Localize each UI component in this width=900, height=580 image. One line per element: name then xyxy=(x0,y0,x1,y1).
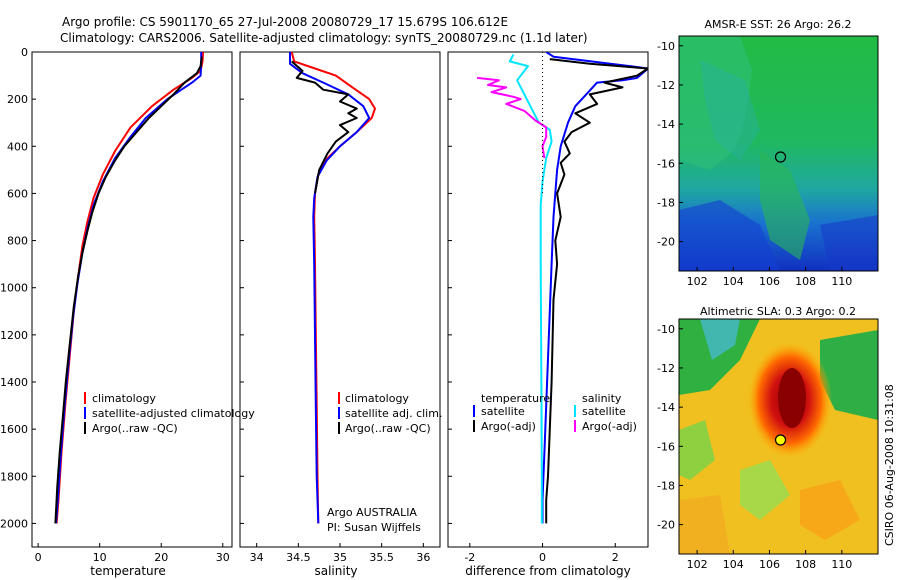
map-y-tick-label: -16 xyxy=(657,157,675,170)
legend-label: Argo(-adj) xyxy=(582,420,637,433)
legend-label: climatology xyxy=(92,392,156,405)
x-tick-label: 36 xyxy=(416,551,430,564)
map-x-tick-label: 106 xyxy=(759,275,780,288)
depth-tick-label: 2000 xyxy=(0,517,28,530)
x-tick-label: 30 xyxy=(216,551,230,564)
legend-label: Argo(-adj) xyxy=(481,420,536,433)
x-tick-label: -2 xyxy=(464,551,475,564)
sst-map-axes: 102 104 106 108 110 -10 -12 -14 -16 -18 -20 xyxy=(657,40,852,288)
legend-label: satellite xyxy=(481,405,525,418)
legend-title-temperature: temperature xyxy=(481,392,550,405)
depth-tick-label: 600 xyxy=(7,187,28,200)
map-x-tick-label: 102 xyxy=(687,275,708,288)
map-y-tick-label: -20 xyxy=(657,519,675,532)
map-x-tick-label: 110 xyxy=(831,558,852,571)
series-line-red xyxy=(290,52,376,524)
legend-label: climatology xyxy=(345,392,409,405)
x-tick-label: 2 xyxy=(612,551,619,564)
map-y-tick-label: -20 xyxy=(657,236,675,249)
series-line-black xyxy=(545,58,648,524)
map-x-tick-label: 110 xyxy=(831,275,852,288)
series-line-blue xyxy=(541,52,648,524)
depth-tick-label: 800 xyxy=(7,235,28,248)
depth-axis: 0 200 400 600 800 1000 1200 1400 1600 1800 2000 xyxy=(0,46,452,530)
legend-label: Argo(..raw -QC) xyxy=(92,422,178,435)
map-y-tick-label: -12 xyxy=(657,79,675,92)
depth-tick-label: 0 xyxy=(21,46,28,59)
map-y-tick-label: -16 xyxy=(657,440,675,453)
depth-tick-label: 400 xyxy=(7,140,28,153)
map-x-tick-label: 108 xyxy=(795,275,816,288)
x-tick-label: 0 xyxy=(539,551,546,564)
map-y-tick-label: -12 xyxy=(657,362,675,375)
difference-series xyxy=(476,52,648,524)
depth-tick-label: 1400 xyxy=(0,376,28,389)
x-tick-label: 34.5 xyxy=(286,551,311,564)
series-line-red xyxy=(55,52,205,524)
x-tick-label: 34 xyxy=(250,551,264,564)
legend-title-salinity: salinity xyxy=(582,392,622,405)
map-y-tick-label: -18 xyxy=(657,196,675,209)
temperature-legend: climatology satellite-adjusted climatolo… xyxy=(84,392,255,435)
legend-label: satellite-adjusted climatology xyxy=(92,407,255,420)
map-y-tick-label: -14 xyxy=(657,401,675,414)
sla-map-axes: 102 104 106 108 110 -10 -12 -14 -16 -18 -20 xyxy=(657,323,852,571)
series-line-black xyxy=(54,56,203,524)
legend-label: satellite adj. clim. xyxy=(345,407,442,420)
temperature-xlabel: temperature xyxy=(90,564,165,578)
map-y-tick-label: -10 xyxy=(657,323,675,336)
sst-map-title: AMSR-E SST: 26 Argo: 26.2 xyxy=(704,18,851,31)
salinity-legend: climatology satellite adj. clim. Argo(..… xyxy=(327,392,442,534)
x-tick-label: 0 xyxy=(35,551,42,564)
depth-tick-label: 1600 xyxy=(0,423,28,436)
map-y-tick-label: -18 xyxy=(657,479,675,492)
salinity-series xyxy=(289,52,376,524)
map-x-tick-label: 102 xyxy=(687,558,708,571)
series-line-magenta xyxy=(476,76,548,159)
temperature-series xyxy=(54,52,205,524)
temperature-axes xyxy=(31,51,233,548)
csiro-credit: CSIRO 06-Aug-2008 10:31:08 xyxy=(883,384,896,546)
map-x-tick-label: 104 xyxy=(723,558,744,571)
legend-label: satellite xyxy=(582,405,626,418)
x-tick-label: 35.5 xyxy=(369,551,394,564)
difference-xlabel: difference from climatology xyxy=(465,564,631,578)
difference-legend: temperature satellite Argo(-adj) salinit… xyxy=(473,392,637,433)
map-y-tick-label: -14 xyxy=(657,118,675,131)
legend-label: Argo(..raw -QC) xyxy=(345,422,431,435)
map-x-tick-label: 104 xyxy=(723,275,744,288)
pi-annotation: PI: Susan Wijffels xyxy=(327,521,421,534)
sla-map-field xyxy=(679,319,878,554)
depth-tick-label: 1000 xyxy=(0,282,28,295)
sst-map-field xyxy=(679,36,878,271)
header-line-1: Argo profile: CS 5901170_65 27-Jul-2008 … xyxy=(62,15,508,29)
map-x-tick-label: 106 xyxy=(759,558,780,571)
depth-tick-label: 1200 xyxy=(0,329,28,342)
x-tick-labels: 0 10 20 30 34 34.5 35 35.5 36 -2 0 2 xyxy=(35,543,619,564)
sla-map-title: Altimetric SLA: 0.3 Argo: 0.2 xyxy=(700,305,856,318)
sst-map-frame xyxy=(678,35,879,272)
map-y-tick-label: -10 xyxy=(657,40,675,53)
header-line-2: Climatology: CARS2006. Satellite-adjuste… xyxy=(60,31,588,45)
argo-program-annotation: Argo AUSTRALIA xyxy=(327,506,417,519)
x-tick-label: 10 xyxy=(93,551,107,564)
series-line-blue xyxy=(289,52,371,524)
series-line-black xyxy=(291,60,358,194)
series-line-cyan xyxy=(508,53,553,524)
sla-map-frame xyxy=(678,318,879,555)
x-tick-label: 35 xyxy=(333,551,347,564)
depth-tick-label: 1800 xyxy=(0,470,28,483)
argo-location-marker xyxy=(774,151,787,163)
salinity-xlabel: salinity xyxy=(314,564,357,578)
argo-location-marker xyxy=(774,434,787,446)
map-x-tick-label: 108 xyxy=(795,558,816,571)
series-line-blue xyxy=(55,52,203,524)
x-tick-label: 20 xyxy=(154,551,168,564)
depth-tick-label: 200 xyxy=(7,93,28,106)
